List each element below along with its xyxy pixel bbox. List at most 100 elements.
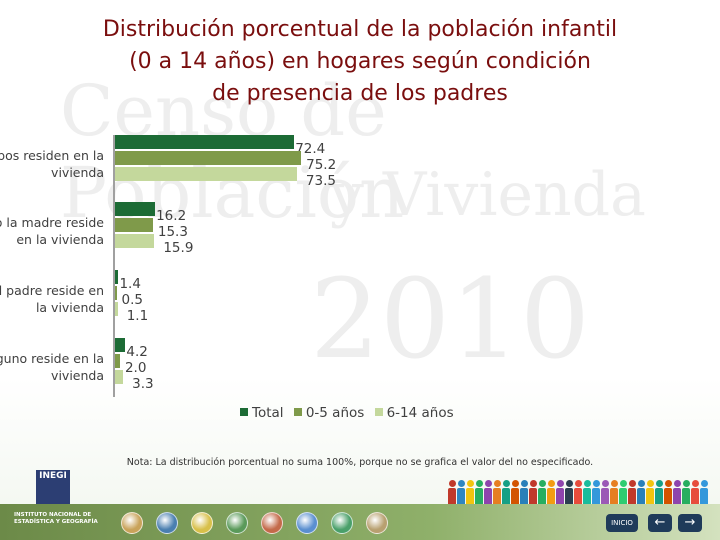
category-label-line: nbos residen en la — [0, 148, 104, 163]
category-axis — [113, 135, 115, 397]
person-figure-icon — [583, 480, 591, 504]
legend-label: Total — [252, 405, 284, 421]
person-figure-icon — [673, 480, 681, 504]
person-figure-icon — [700, 480, 708, 504]
person-figure-icon — [619, 480, 627, 504]
data-label: 1.1 — [126, 308, 149, 324]
person-figure-icon — [547, 480, 555, 504]
bar-ninguno-2 — [115, 370, 124, 384]
bar-padre-1 — [115, 286, 117, 300]
forward-button[interactable]: → — [678, 514, 702, 532]
person-figure-icon — [493, 480, 501, 504]
section-circle-icon[interactable] — [156, 512, 178, 534]
watermark-line2: y Vivienda — [330, 160, 646, 230]
person-figure-icon — [520, 480, 528, 504]
legend-swatch — [293, 408, 302, 416]
bar-madre-2 — [115, 234, 155, 248]
bar-padre-2 — [115, 302, 118, 316]
section-circle-icon[interactable] — [296, 512, 318, 534]
person-figure-icon — [646, 480, 654, 504]
chart-title-line: (0 a 14 años) en hogares según condición — [129, 49, 591, 74]
person-figure-icon — [628, 480, 636, 504]
legend-item-0-5: 0-5 años — [293, 405, 365, 421]
chart-title-line: Distribución porcentual de la población … — [102, 17, 618, 42]
person-figure-icon — [475, 480, 483, 504]
home-button[interactable]: INICIO — [606, 514, 638, 532]
chart-title-line: de presencia de los padres — [212, 81, 508, 106]
inegi-logo[interactable]: INEGI INSTITUTO NACIONAL DE ESTADÍSTICA … — [14, 470, 114, 538]
section-circle-icon[interactable] — [331, 512, 353, 534]
data-label: 1.4 — [119, 276, 141, 292]
person-figure-icon — [457, 480, 465, 504]
data-label: 2.0 — [124, 360, 147, 376]
footer-background — [0, 504, 720, 540]
legend-label: 6-14 años — [386, 405, 454, 421]
section-circle-icon[interactable] — [121, 512, 143, 534]
data-label: 73.5 — [305, 173, 336, 189]
data-label: 75.2 — [306, 157, 337, 173]
category-label-padre: el padre reside en la vivienda — [0, 282, 104, 316]
person-figure-icon — [664, 480, 672, 504]
logo-text: INEGI — [39, 471, 67, 481]
data-label: 3.3 — [132, 376, 154, 392]
footnote: Nota: La distribución porcentual no suma… — [126, 457, 594, 468]
category-label-line: vivienda — [51, 368, 104, 383]
watermark-line3: 2010 — [310, 255, 590, 383]
bar-ninguno-0 — [115, 338, 126, 352]
person-figure-icon — [502, 480, 510, 504]
legend-item-6-14: 6-14 años — [374, 405, 454, 421]
data-label: 15.9 — [163, 240, 194, 256]
legend-item-total: Total — [240, 405, 284, 421]
person-figure-icon — [448, 480, 456, 504]
data-label: 0.5 — [121, 292, 143, 308]
person-figure-icon — [565, 480, 573, 504]
bar-madre-0 — [115, 202, 156, 216]
person-figure-icon — [592, 480, 600, 504]
data-label: 4.2 — [126, 344, 148, 360]
back-button[interactable]: ← — [648, 514, 672, 532]
bar-ambos-0 — [115, 135, 295, 149]
legend-swatch — [374, 408, 383, 416]
person-figure-icon — [610, 480, 618, 504]
category-label-line: lo la madre reside — [0, 215, 104, 230]
person-figure-icon — [691, 480, 699, 504]
person-figure-icon — [556, 480, 564, 504]
person-figure-icon — [511, 480, 519, 504]
category-label-madre: lo la madre reside en la vivienda — [0, 214, 104, 248]
inegi-logo-mark: INEGI — [36, 470, 70, 504]
person-figure-icon — [529, 480, 537, 504]
section-circle-icon[interactable] — [261, 512, 283, 534]
section-circle-icon[interactable] — [191, 512, 213, 534]
legend-label: 0-5 años — [305, 405, 365, 421]
person-figure-icon — [601, 480, 609, 504]
category-label-ninguno: nguno reside en la vivienda — [0, 350, 104, 384]
section-circle-icon[interactable] — [366, 512, 388, 534]
bar-ninguno-1 — [115, 354, 120, 368]
category-label-line: el padre reside en — [0, 283, 104, 298]
person-figure-icon — [637, 480, 645, 504]
person-figure-icon — [466, 480, 474, 504]
section-circle-icon[interactable] — [226, 512, 248, 534]
category-label-line: en la vivienda — [16, 232, 104, 247]
institute-name: INSTITUTO NACIONAL DE ESTADÍSTICA Y GEOG… — [14, 512, 98, 525]
category-label-line: la vivienda — [35, 300, 104, 315]
bar-ambos-2 — [115, 167, 297, 181]
bar-padre-0 — [115, 270, 119, 284]
data-label: 16.2 — [156, 208, 187, 224]
person-figure-icon — [538, 480, 546, 504]
person-figure-icon — [484, 480, 492, 504]
person-figure-icon — [655, 480, 663, 504]
chart-legend: Total 0-5 años 6-14 años — [240, 405, 460, 421]
chart-title: Distribución porcentual de la población … — [40, 14, 680, 110]
person-figure-icon — [682, 480, 690, 504]
data-label: 72.4 — [295, 141, 326, 157]
bar-madre-1 — [115, 218, 153, 232]
data-label: 15.3 — [157, 224, 188, 240]
legend-swatch — [240, 408, 248, 416]
person-figure-icon — [574, 480, 582, 504]
category-label-line: nguno reside en la — [0, 351, 104, 366]
footer-bar: INEGI INSTITUTO NACIONAL DE ESTADÍSTICA … — [0, 468, 720, 540]
bar-ambos-1 — [115, 151, 302, 165]
category-label-ambos: nbos residen en la vivienda — [0, 147, 104, 181]
